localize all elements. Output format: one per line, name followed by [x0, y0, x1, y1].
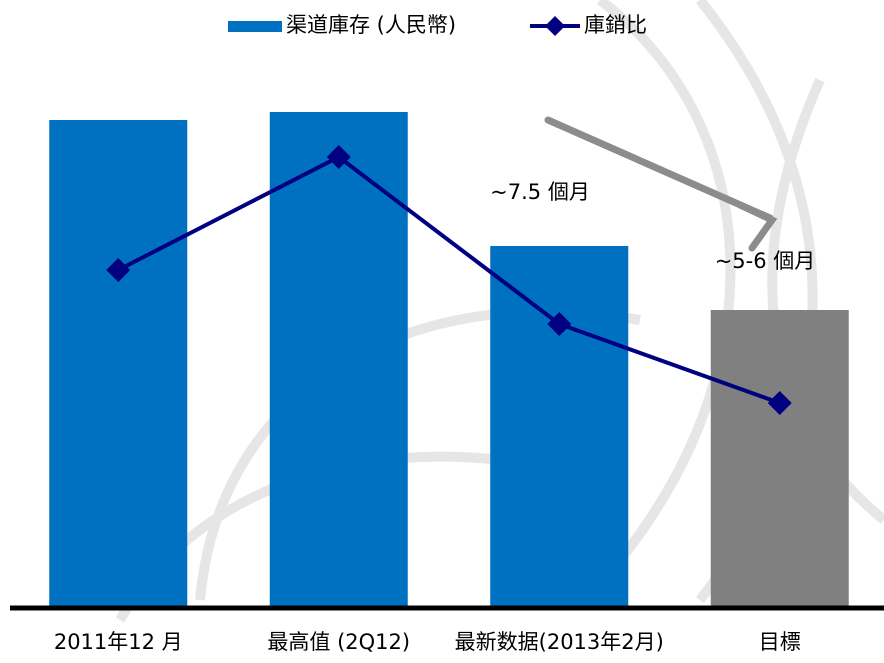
line-marker: [547, 312, 572, 336]
x-tick-label: 最新数据(2013年2月): [455, 630, 664, 654]
legend-swatch: [228, 21, 282, 32]
x-tick-label: 2011年12 月: [54, 630, 183, 654]
line-marker: [326, 145, 351, 169]
bar: [710, 310, 849, 608]
bar: [49, 120, 188, 608]
legend-label: 渠道庫存 (人民幣): [286, 13, 456, 37]
trend-arrow: [544, 116, 778, 252]
bar: [490, 246, 629, 608]
annotation: ~7.5 個月: [490, 180, 590, 204]
legend-label: 庫銷比: [584, 13, 647, 37]
legend-swatch: [545, 16, 565, 36]
x-tick-label: 最高值 (2Q12): [267, 630, 410, 654]
line-marker: [106, 258, 131, 282]
annotation: ~5-6 個月: [715, 249, 816, 273]
bar: [269, 112, 408, 608]
line-marker: [767, 391, 792, 415]
line: [117, 154, 781, 405]
x-tick-label: 目標: [759, 630, 801, 654]
